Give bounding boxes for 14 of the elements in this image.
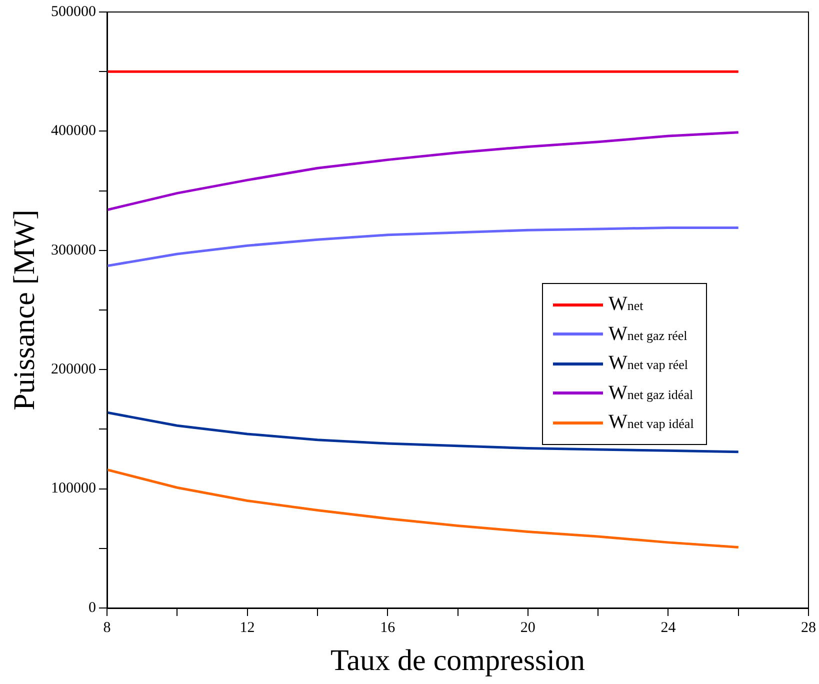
x-tick-label: 16	[380, 620, 396, 636]
y-axis-title: Puissance [MW]	[8, 210, 41, 410]
x-tick-label: 24	[660, 620, 676, 636]
y-tick-label: 300000	[51, 242, 96, 258]
x-tick-label: 12	[240, 620, 255, 636]
y-tick-label: 0	[88, 600, 96, 616]
x-tick-label: 8	[103, 620, 111, 636]
x-tick-label: 28	[801, 620, 816, 636]
y-tick-label: 400000	[51, 123, 96, 140]
y-tick-label: 500000	[51, 4, 96, 20]
x-axis-title: Taux de compression	[330, 644, 586, 677]
y-tick-label: 100000	[51, 480, 96, 497]
y-tick-label: 200000	[51, 362, 96, 378]
x-tick-label: 20	[520, 620, 536, 636]
